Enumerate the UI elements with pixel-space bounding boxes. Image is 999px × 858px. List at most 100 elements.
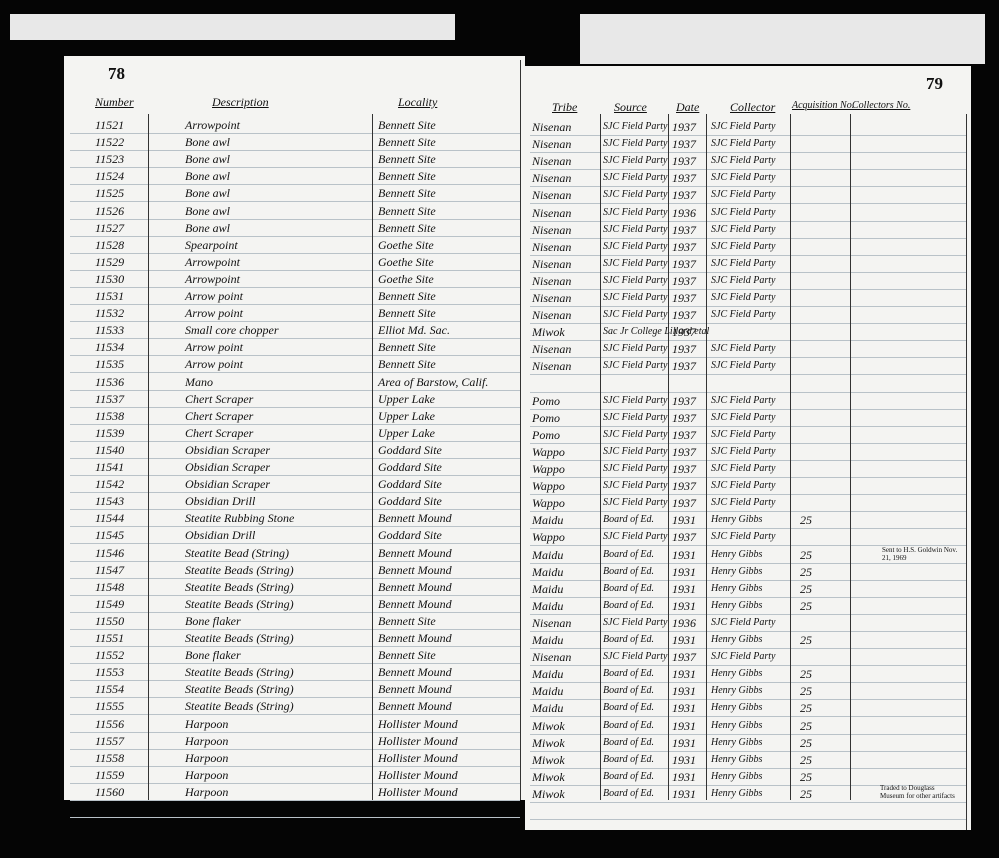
table-cell: Board of Ed. bbox=[603, 565, 655, 577]
table-cell: Hollister Mound bbox=[378, 767, 458, 782]
ruled-line bbox=[70, 133, 520, 134]
table-cell: Board of Ed. bbox=[603, 770, 655, 782]
table-cell: Obsidian Drill bbox=[185, 494, 256, 509]
ruled-line bbox=[70, 457, 520, 459]
table-cell: Wappo bbox=[532, 444, 565, 459]
table-cell: 11523 bbox=[95, 152, 125, 167]
table-cell: Henry Gibbs bbox=[711, 668, 763, 680]
ruled-line bbox=[530, 323, 966, 325]
table-cell: Hollister Mound bbox=[378, 784, 458, 799]
ruled-line bbox=[530, 579, 966, 581]
table-cell: Maidu bbox=[532, 633, 564, 647]
table-cell: 1937 bbox=[672, 171, 696, 186]
table-cell: SJC Field Party bbox=[711, 189, 776, 201]
ruled-line bbox=[530, 391, 966, 393]
column-line bbox=[520, 60, 521, 800]
table-cell: SJC Field Party bbox=[711, 172, 776, 184]
table-cell: Steatite Beads (String) bbox=[185, 562, 294, 577]
table-cell: 25 bbox=[800, 769, 812, 784]
ruled-line bbox=[70, 646, 520, 647]
table-cell: 11528 bbox=[95, 237, 125, 252]
table-cell: Nisenan bbox=[532, 650, 572, 665]
ruled-line bbox=[70, 235, 520, 237]
table-cell: Pomo bbox=[532, 427, 560, 442]
ruled-line bbox=[530, 374, 966, 376]
table-cell: Mano bbox=[185, 374, 213, 389]
ruled-line bbox=[70, 338, 520, 340]
ruled-line bbox=[530, 613, 966, 615]
table-cell: Chert Scraper bbox=[185, 425, 254, 440]
ruled-line bbox=[70, 218, 520, 220]
table-cell: SJC Field Party bbox=[711, 616, 776, 628]
table-cell: 1936 bbox=[672, 205, 696, 220]
table-cell: Hollister Mound bbox=[378, 750, 458, 765]
table-cell: 1931 bbox=[672, 667, 696, 682]
table-cell: 11522 bbox=[95, 135, 125, 150]
table-cell: 11557 bbox=[95, 733, 125, 748]
ruled-line bbox=[530, 459, 966, 461]
table-cell: 11529 bbox=[95, 254, 125, 269]
table-cell: 11542 bbox=[95, 477, 125, 492]
table-cell: SJC Field Party bbox=[711, 223, 776, 235]
table-cell: Small core chopper bbox=[185, 323, 279, 338]
table-cell: 11527 bbox=[95, 220, 125, 235]
table-cell: 11537 bbox=[95, 391, 125, 406]
table-cell: 1937 bbox=[672, 393, 696, 408]
table-cell: Goethe Site bbox=[378, 271, 434, 286]
table-cell: Bennett Site bbox=[378, 203, 436, 218]
table-cell: Bennett Site bbox=[378, 340, 436, 355]
table-cell: 1937 bbox=[672, 530, 696, 545]
table-cell: Arrow point bbox=[185, 306, 243, 321]
table-cell: Maidu bbox=[532, 684, 564, 699]
table-cell: Steatite Beads (String) bbox=[185, 579, 294, 594]
table-cell: Obsidian Scraper bbox=[185, 460, 270, 474]
column-header: Locality bbox=[398, 95, 438, 109]
table-cell: SJC Field Party bbox=[603, 189, 668, 201]
ruled-line bbox=[70, 782, 520, 784]
table-cell: 25 bbox=[800, 581, 812, 596]
ruled-line bbox=[530, 442, 966, 444]
table-cell: 1937 bbox=[672, 308, 696, 323]
table-cell: Nisenan bbox=[532, 273, 572, 288]
table-cell: Upper Lake bbox=[378, 425, 435, 440]
table-cell: 11560 bbox=[95, 784, 125, 799]
table-cell: 1931 bbox=[672, 513, 696, 528]
ruled-line bbox=[70, 423, 520, 425]
table-cell: 1931 bbox=[672, 752, 696, 767]
ruled-line bbox=[70, 611, 520, 613]
table-cell: Steatite Bead (String) bbox=[185, 545, 289, 560]
table-cell: Miwok bbox=[532, 786, 565, 801]
table-cell: Henry Gibbs bbox=[711, 736, 763, 748]
table-cell: Nisenan bbox=[532, 188, 572, 203]
column-header: Tribe bbox=[552, 100, 578, 114]
table-cell: Goddard Site bbox=[378, 528, 442, 543]
column-line bbox=[148, 114, 149, 800]
column-line bbox=[372, 114, 373, 800]
ruled-line bbox=[70, 406, 520, 408]
table-cell: Bennett Site bbox=[378, 306, 436, 321]
table-cell: Board of Ed. bbox=[603, 668, 655, 680]
page-number: 78 bbox=[108, 64, 125, 83]
table-cell: Nisenan bbox=[532, 154, 572, 169]
table-cell: 25 bbox=[800, 513, 812, 528]
ruled-line bbox=[530, 425, 966, 427]
table-cell: SJC Field Party bbox=[603, 463, 668, 474]
table-cell: Steatite Rubbing Stone bbox=[185, 511, 295, 526]
table-cell: SJC Field Party bbox=[711, 257, 776, 269]
table-cell: 1937 bbox=[672, 239, 696, 254]
ruled-line bbox=[530, 477, 966, 478]
ruled-line bbox=[70, 560, 520, 562]
table-cell: 1931 bbox=[672, 633, 696, 647]
table-cell: Nisenan bbox=[532, 137, 572, 152]
ruled-line bbox=[70, 663, 520, 665]
table-cell: Steatite Beads (String) bbox=[185, 631, 294, 645]
table-cell: 11543 bbox=[95, 494, 125, 509]
table-cell: SJC Field Party bbox=[603, 343, 668, 355]
ruled-line bbox=[70, 201, 520, 203]
table-cell: Bennett Mound bbox=[378, 682, 452, 697]
table-cell: Nisenan bbox=[532, 342, 572, 357]
table-cell: Henry Gibbs bbox=[711, 548, 763, 560]
table-cell: Henry Gibbs bbox=[711, 514, 763, 526]
ruled-line bbox=[530, 545, 966, 547]
